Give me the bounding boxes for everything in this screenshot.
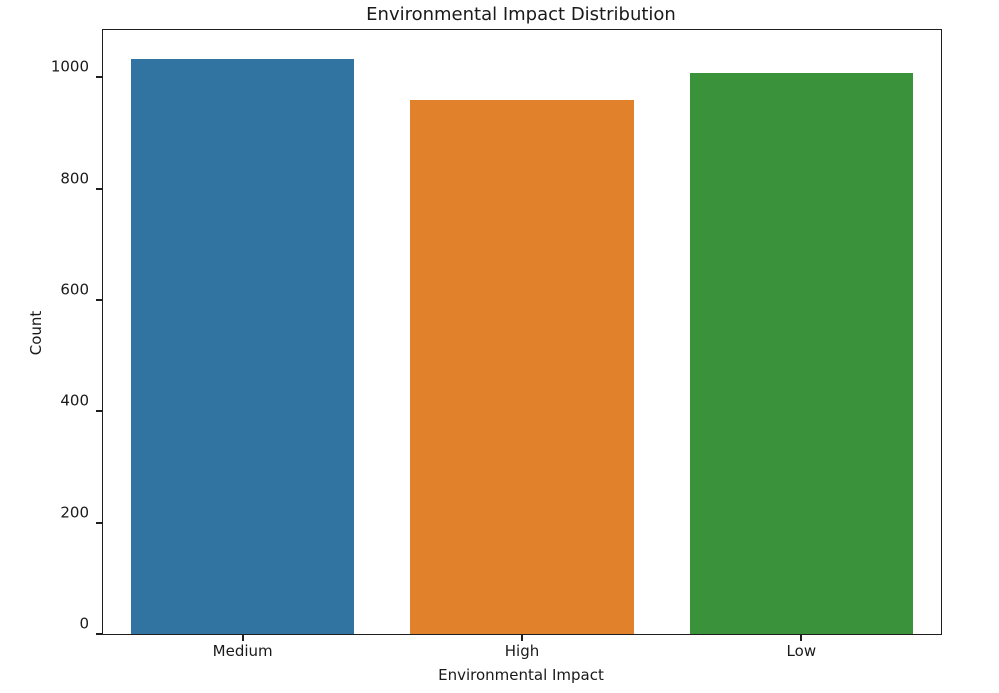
bar-low (689, 73, 914, 634)
y-tick-mark (96, 299, 102, 301)
x-tick-label-low: Low (786, 642, 817, 660)
y-tick-mark (96, 410, 102, 413)
plot-area: 0 200 400 600 800 1000 Medium High Low (51, 29, 942, 660)
y-tick-mark (96, 76, 102, 79)
y-tick-mark (96, 521, 102, 524)
bar-medium (130, 58, 355, 634)
y-tick-mark (96, 633, 102, 635)
x-tick-mark (800, 635, 803, 641)
chart-title: Environmental Impact Distribution (366, 4, 676, 25)
y-tick-label: 0 (79, 614, 89, 633)
y-tick-label: 1000 (50, 57, 89, 76)
x-tick-label-medium: Medium (212, 642, 273, 660)
x-tick-mark (521, 635, 523, 641)
x-axis-label: Environmental Impact (438, 666, 604, 684)
y-tick-label: 600 (60, 280, 89, 299)
x-tick-label-high: High (504, 642, 540, 660)
y-tick-label: 800 (60, 169, 89, 188)
x-tick-mark (241, 635, 244, 641)
y-axis-label: Count (27, 310, 45, 356)
y-tick-mark (96, 187, 102, 190)
y-tick-label: 400 (60, 391, 89, 410)
bar-high (410, 100, 634, 634)
y-tick-label: 200 (60, 503, 89, 522)
